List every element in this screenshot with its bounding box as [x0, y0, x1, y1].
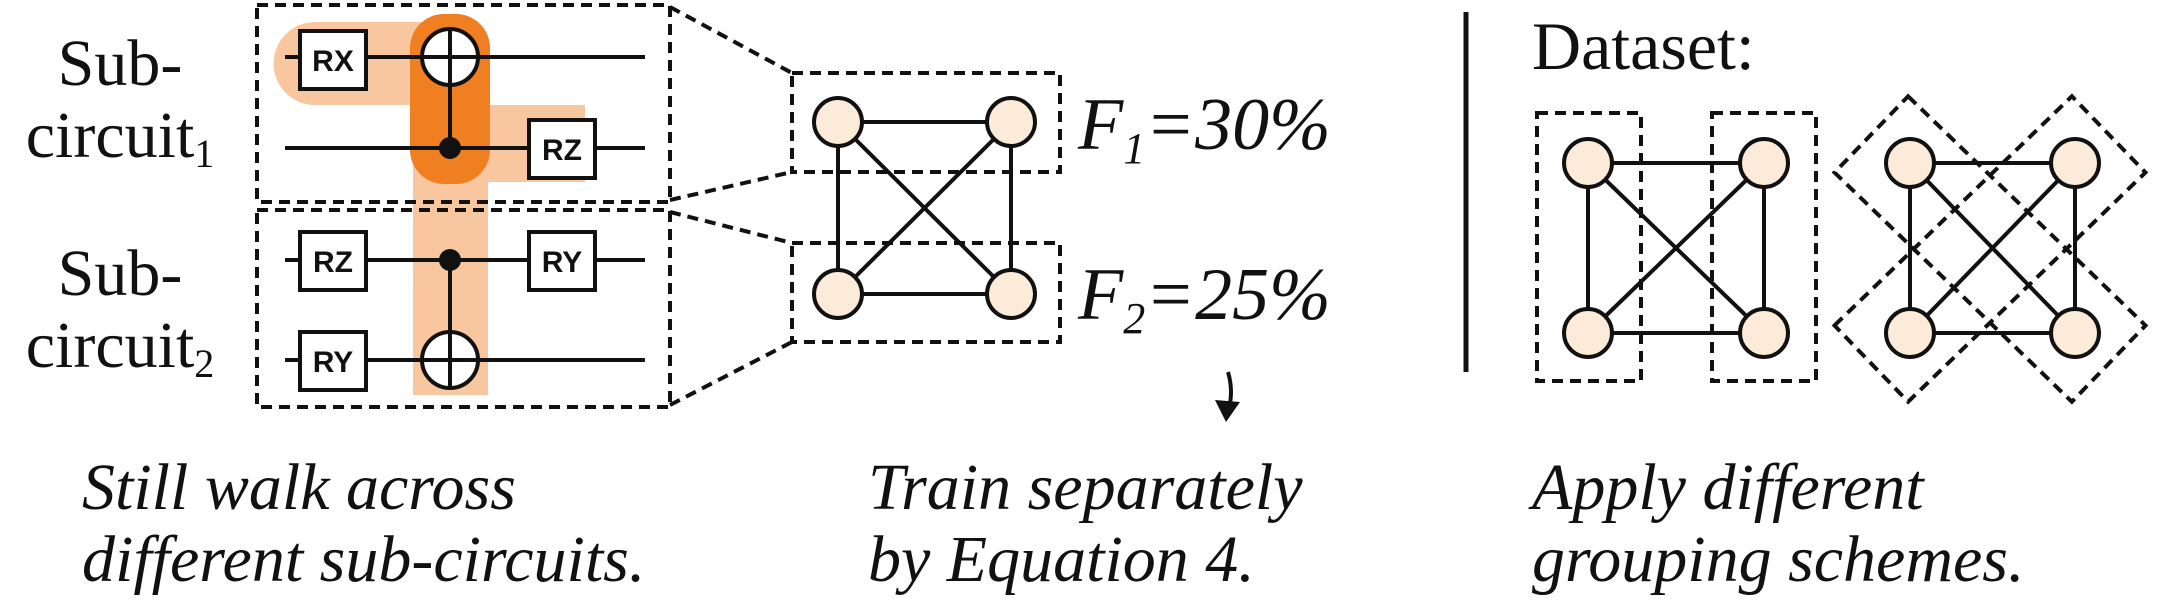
- grouping-scheme-2: [1831, 93, 2149, 405]
- left-caption-line1: Still walk across: [82, 451, 516, 524]
- graph-node: [985, 96, 1037, 148]
- gate-rx: RX: [298, 29, 368, 91]
- subcircuit2-subscript: 2: [194, 341, 215, 386]
- graph-node: [1884, 137, 1936, 189]
- subcircuit2-box: [255, 208, 672, 409]
- projection-line-1a: [669, 5, 793, 75]
- subcircuit2-label-line2-wrap: circuit2: [0, 310, 240, 400]
- fidelity-1-letter: F: [1078, 84, 1124, 166]
- gate-rz-top-label: RZ: [542, 134, 582, 167]
- dataset-title: Dataset:: [1532, 8, 1755, 84]
- fidelity-2-value: =25%: [1145, 254, 1331, 336]
- cnot1-control-dot: [439, 137, 461, 159]
- fidelity-1-subscript: 1: [1123, 124, 1146, 173]
- s1-edge-diag-2: [1586, 161, 1766, 335]
- subcircuit2-label-line2: circuit: [25, 309, 195, 382]
- fidelity-2: F2=25%: [1078, 258, 1331, 341]
- projection-line-1b: [669, 170, 793, 202]
- graph-node: [812, 96, 864, 148]
- graph-node: [1738, 137, 1790, 189]
- subcircuit1-label-line2-wrap: circuit1: [0, 100, 240, 190]
- gate-rz-bottom-label: RZ: [313, 246, 353, 279]
- right-caption-line2: grouping schemes.: [1532, 523, 2025, 596]
- gate-rx-label: RX: [312, 45, 354, 78]
- projection-lines: [669, 5, 793, 407]
- grouping-scheme-1: [1535, 111, 1818, 383]
- graph-node: [1562, 137, 1614, 189]
- subcircuit2-label: Sub- circuit2: [0, 238, 240, 400]
- subcircuit1-box: [255, 3, 672, 204]
- grouped-graph: [790, 71, 1062, 344]
- gate-ry-right-label: RY: [542, 246, 583, 279]
- subcircuit1-label-line2: circuit: [25, 99, 195, 172]
- s2-edge-diag-2: [1908, 161, 2077, 335]
- right-caption-line1: Apply different: [1532, 451, 1924, 524]
- graph-node: [2049, 137, 2101, 189]
- group2-box: [790, 241, 1062, 344]
- graph-node: [985, 268, 1037, 320]
- fidelity-2-subscript: 2: [1123, 294, 1146, 343]
- graph-node: [812, 268, 864, 320]
- middle-caption: Train separately by Equation 4.: [868, 452, 1303, 596]
- subcircuit1-label-line1: Sub-: [57, 27, 183, 100]
- fidelity-1: F1=30%: [1078, 88, 1331, 171]
- circuit-panel: RX RZ RZ RY RY: [255, 3, 672, 409]
- fidelity-2-letter: F: [1078, 254, 1124, 336]
- scheme1-group-right: [1710, 111, 1818, 383]
- gate-rz-top: RZ: [527, 118, 597, 180]
- graph-node: [2049, 307, 2101, 359]
- graph-node: [1738, 307, 1790, 359]
- graph-node: [1884, 307, 1936, 359]
- fidelity-1-value: =30%: [1145, 84, 1331, 166]
- scheme2-group-diag-2: [1831, 93, 2149, 405]
- gate-ry-right: RY: [527, 230, 597, 292]
- middle-caption-line2: by Equation 4.: [868, 523, 1255, 596]
- scheme1-group-left: [1535, 111, 1643, 383]
- graph-node: [1562, 307, 1614, 359]
- curved-arrow-icon: [1215, 371, 1240, 422]
- cnot2-control-dot: [439, 249, 461, 271]
- edge-diag-2: [836, 120, 1013, 296]
- gate-rz-bottom: RZ: [298, 230, 368, 292]
- left-caption-line2: different sub-circuits.: [82, 523, 646, 596]
- subcircuit2-label-line1: Sub-: [57, 237, 183, 310]
- subcircuit1-subscript: 1: [194, 131, 215, 176]
- group1-box: [790, 71, 1062, 174]
- projection-line-2a: [669, 210, 793, 245]
- gate-ry-left: RY: [298, 330, 368, 392]
- middle-caption-line1: Train separately: [868, 451, 1303, 524]
- projection-line-2b: [669, 340, 793, 407]
- left-caption: Still walk across different sub-circuits…: [82, 452, 645, 596]
- subcircuit1-label: Sub- circuit1: [0, 28, 240, 190]
- right-caption: Apply different grouping schemes.: [1532, 452, 2025, 596]
- gate-ry-left-label: RY: [313, 346, 354, 379]
